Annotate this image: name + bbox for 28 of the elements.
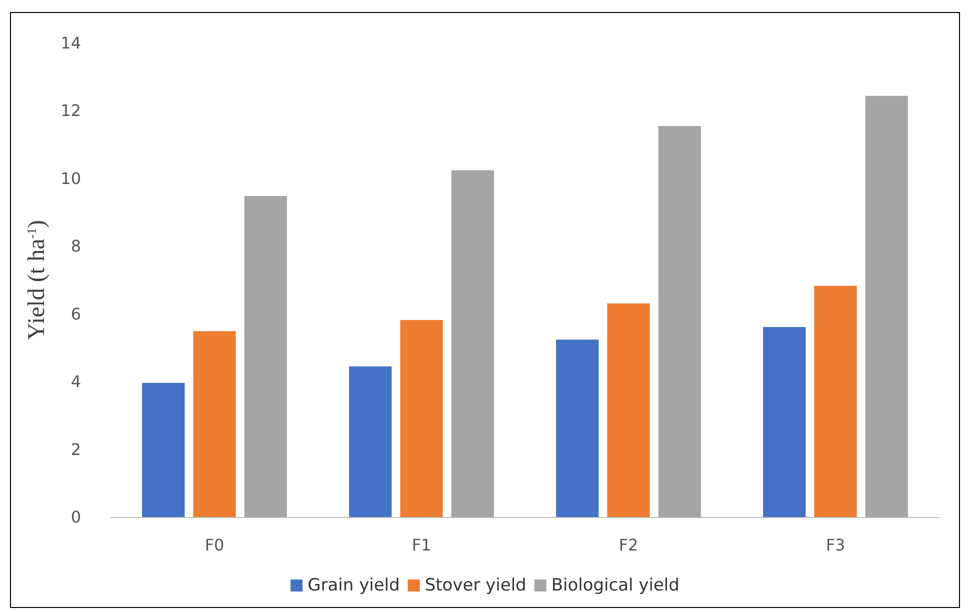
bar <box>451 170 494 517</box>
y-tick-label: 4 <box>70 372 81 392</box>
y-tick-label: 0 <box>70 508 81 526</box>
y-tick-label: 6 <box>70 304 81 324</box>
legend-label: Stover yield <box>424 576 526 596</box>
y-tick-label: 12 <box>60 101 81 120</box>
legend-label: Grain yield <box>308 576 400 596</box>
bar <box>814 286 857 517</box>
y-tick-label: 10 <box>60 168 81 188</box>
bar <box>658 126 701 517</box>
bar <box>349 366 392 517</box>
bar <box>244 196 287 517</box>
bar <box>400 320 443 517</box>
x-tick-label: F0 <box>204 536 224 554</box>
bar <box>607 303 650 517</box>
x-tick-label: F3 <box>826 536 846 554</box>
bar <box>142 382 185 517</box>
x-tick-label: F1 <box>412 536 432 554</box>
x-tick-label: F2 <box>618 536 638 554</box>
legend-label: Biological yield <box>551 576 680 596</box>
bar <box>763 327 806 517</box>
y-axis-title: Yield (t ha-1) <box>24 220 50 340</box>
bar <box>865 96 908 517</box>
bar <box>556 340 599 517</box>
bar <box>193 331 236 517</box>
y-tick-label: 8 <box>70 236 81 256</box>
y-tick-label: 2 <box>70 440 81 459</box>
y-tick-label: 14 <box>60 34 81 52</box>
